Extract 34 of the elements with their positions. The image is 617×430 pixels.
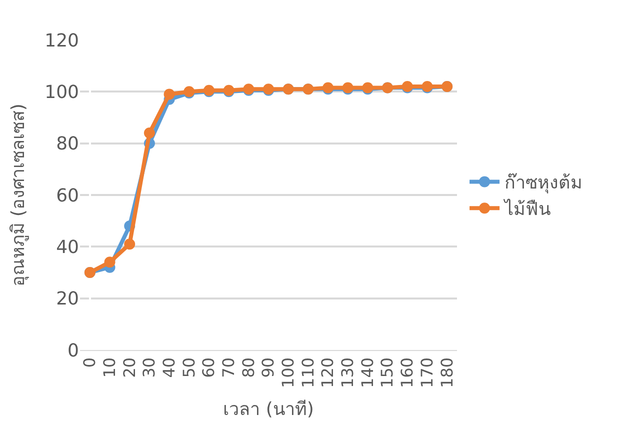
y-tick-label: 0 (68, 340, 79, 362)
point (144, 128, 155, 138)
x-tick-label: 60 (199, 357, 218, 378)
x-tick-label: 90 (258, 357, 278, 378)
legend-label: ไม้ฟืน (502, 198, 551, 220)
x-tick-label: 180 (437, 357, 456, 388)
x-tick-label: 50 (179, 357, 198, 378)
x-tick-label: 20 (120, 357, 139, 378)
y-tick-label: 20 (56, 288, 79, 310)
y-axis-title: อุณหภูมิ (องศาเซลเซส) (8, 104, 29, 286)
x-tick-label: 30 (140, 357, 159, 378)
x-tick-label: 40 (159, 357, 178, 378)
x-tick-label: 170 (417, 357, 436, 388)
x-axis-title: เวลา (นาที) (223, 399, 314, 420)
y-tick-label: 100 (44, 82, 79, 103)
x-tick-label: 130 (338, 357, 358, 388)
y-tick-label: 80 (56, 134, 79, 155)
x-tick-label: 140 (358, 357, 377, 388)
x-tick-label: 0 (80, 357, 100, 368)
point (124, 238, 136, 250)
y-tick-label: 40 (56, 236, 79, 258)
x-tick-label: 160 (398, 357, 417, 388)
x-tick-label: 120 (318, 357, 338, 388)
x-tick-label: 110 (298, 357, 318, 388)
x-tick-label: 150 (378, 357, 397, 388)
y-tick-label: 60 (56, 185, 79, 206)
y-tick-label: 120 (44, 30, 79, 52)
x-tick-label: 80 (238, 357, 258, 378)
x-tick-label: 70 (219, 357, 238, 378)
point (164, 88, 175, 100)
legend-label: ก๊าซหุงต้ม (504, 172, 583, 194)
x-tick-label: 100 (278, 357, 298, 388)
point (104, 256, 116, 268)
x-tick-label: 10 (100, 357, 119, 378)
